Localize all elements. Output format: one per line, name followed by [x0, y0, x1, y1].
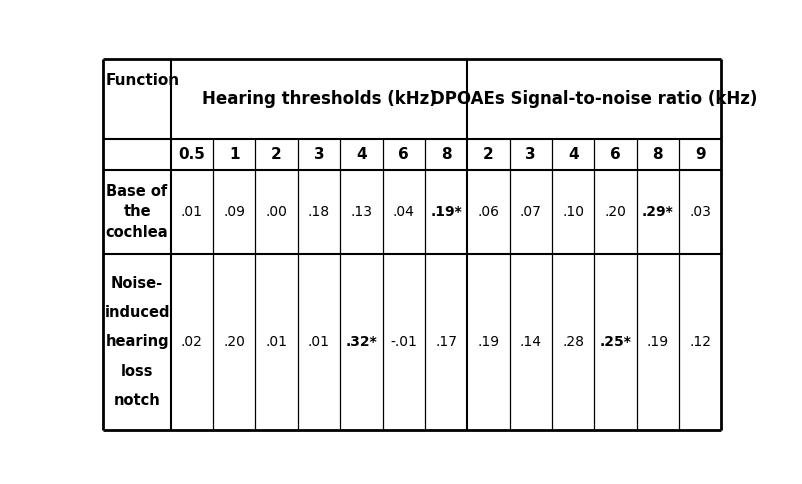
Text: .19: .19: [646, 335, 668, 349]
Text: .04: .04: [392, 205, 414, 219]
Text: .17: .17: [435, 335, 456, 349]
Text: .01: .01: [308, 335, 330, 349]
Text: Function: Function: [106, 73, 180, 88]
Text: .13: .13: [350, 205, 372, 219]
Text: 9: 9: [694, 147, 705, 162]
Text: .07: .07: [519, 205, 541, 219]
Text: 8: 8: [440, 147, 451, 162]
Text: 0.5: 0.5: [178, 147, 205, 162]
Text: hearing: hearing: [105, 334, 168, 349]
Text: .14: .14: [519, 335, 541, 349]
Text: .03: .03: [688, 205, 711, 219]
Text: .20: .20: [604, 205, 626, 219]
Text: .01: .01: [265, 335, 287, 349]
Text: Hearing thresholds (kHz): Hearing thresholds (kHz): [201, 90, 435, 108]
Text: .28: .28: [561, 335, 583, 349]
Text: notch: notch: [114, 393, 160, 408]
Text: .18: .18: [307, 205, 330, 219]
Text: 4: 4: [355, 147, 367, 162]
Text: the: the: [124, 204, 151, 219]
Text: 6: 6: [398, 147, 408, 162]
Text: .06: .06: [477, 205, 499, 219]
Text: .20: .20: [223, 335, 245, 349]
Text: Noise-: Noise-: [111, 275, 163, 290]
Text: -.01: -.01: [390, 335, 416, 349]
Text: .12: .12: [688, 335, 711, 349]
Text: .19*: .19*: [430, 205, 461, 219]
Text: .09: .09: [223, 205, 245, 219]
Text: 4: 4: [567, 147, 577, 162]
Text: .25*: .25*: [599, 335, 630, 349]
Text: .00: .00: [265, 205, 287, 219]
Text: loss: loss: [120, 364, 153, 379]
Text: 3: 3: [314, 147, 324, 162]
Text: DPOAEs Signal-to-noise ratio (kHz): DPOAEs Signal-to-noise ratio (kHz): [431, 90, 756, 108]
Text: .10: .10: [561, 205, 583, 219]
Text: .32*: .32*: [345, 335, 377, 349]
Text: induced: induced: [104, 305, 170, 320]
Text: 2: 2: [483, 147, 493, 162]
Text: .29*: .29*: [642, 205, 673, 219]
Text: Base of: Base of: [107, 183, 168, 198]
Text: 2: 2: [271, 147, 282, 162]
Text: 8: 8: [652, 147, 662, 162]
Text: .19: .19: [476, 335, 499, 349]
Text: 6: 6: [610, 147, 620, 162]
Text: .01: .01: [180, 205, 203, 219]
Text: .02: .02: [180, 335, 203, 349]
Text: 3: 3: [525, 147, 536, 162]
Text: 1: 1: [229, 147, 239, 162]
Text: cochlea: cochlea: [106, 226, 168, 241]
